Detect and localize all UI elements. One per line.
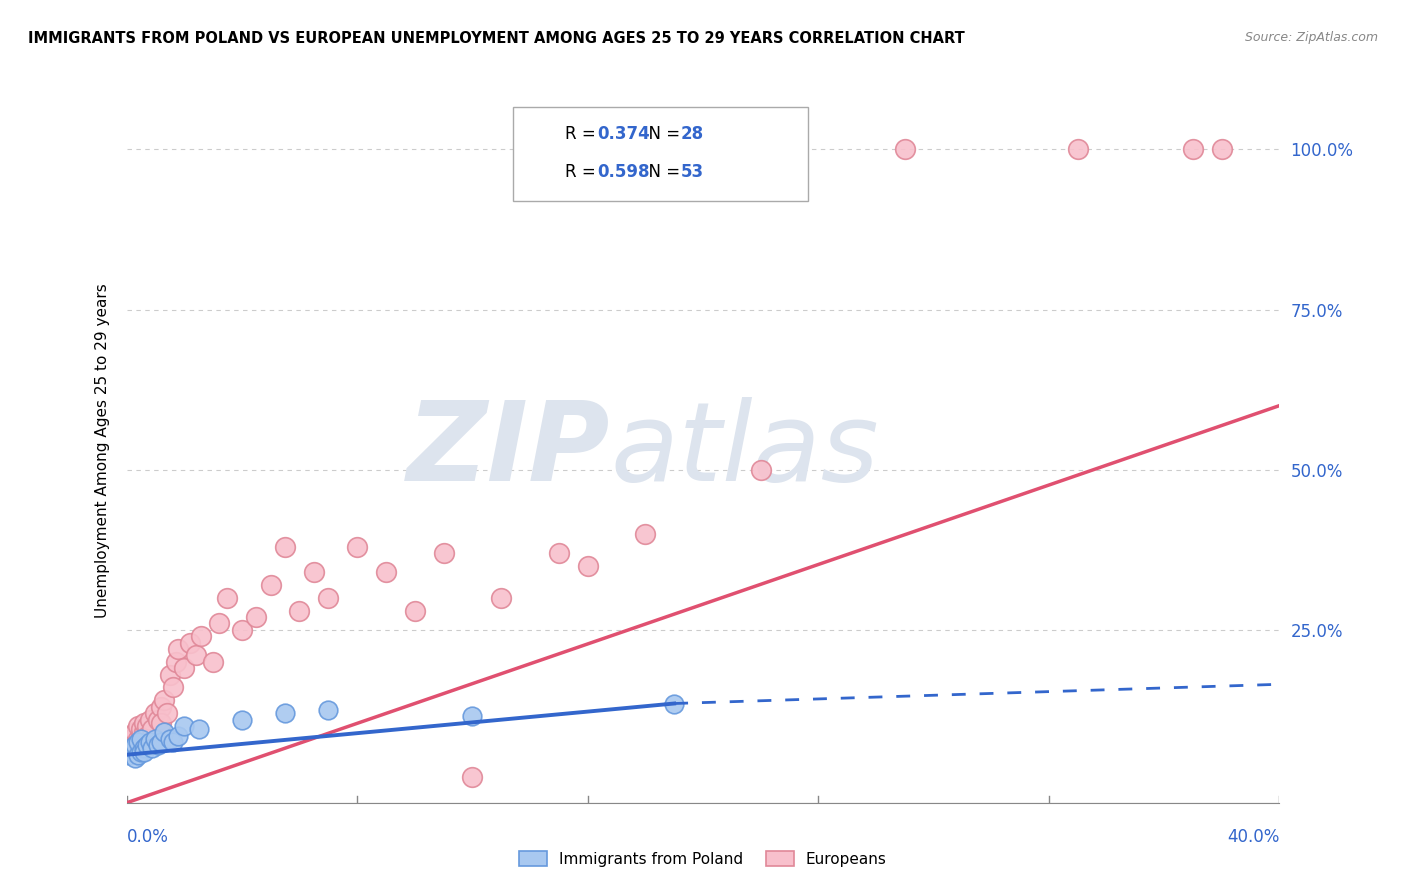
Point <box>245 610 267 624</box>
Point <box>156 706 179 720</box>
Point <box>162 735 184 749</box>
Text: N =: N = <box>638 125 686 143</box>
Text: 0.374: 0.374 <box>598 125 651 143</box>
Point <box>491 591 513 605</box>
Point <box>1181 142 1204 156</box>
Point <box>433 546 456 560</box>
Point <box>132 725 155 739</box>
Text: IMMIGRANTS FROM POLAND VS EUROPEAN UNEMPLOYMENT AMONG AGES 25 TO 29 YEARS CORREL: IMMIGRANTS FROM POLAND VS EUROPEAN UNEMP… <box>28 31 965 46</box>
Point <box>127 719 149 733</box>
Point <box>187 722 209 736</box>
Point <box>118 735 141 749</box>
Text: 0.0%: 0.0% <box>127 829 169 847</box>
Point <box>302 565 325 579</box>
Point <box>145 706 166 720</box>
Point <box>159 667 181 681</box>
Point <box>173 661 195 675</box>
Point <box>159 731 181 746</box>
Point <box>894 142 917 156</box>
Point <box>1067 142 1090 156</box>
Point <box>179 635 201 649</box>
Text: 0.598: 0.598 <box>598 163 650 181</box>
Point <box>121 741 143 756</box>
Point <box>184 648 207 663</box>
Point <box>148 738 170 752</box>
Point <box>150 699 173 714</box>
Point <box>121 745 143 759</box>
Point <box>129 722 152 736</box>
Text: R =: R = <box>565 163 602 181</box>
Point <box>141 741 163 756</box>
Text: R =: R = <box>565 125 602 143</box>
Point <box>634 526 657 541</box>
Point <box>664 697 686 711</box>
Text: Source: ZipAtlas.com: Source: ZipAtlas.com <box>1244 31 1378 45</box>
Text: 28: 28 <box>681 125 703 143</box>
Text: N =: N = <box>638 163 686 181</box>
Point <box>576 558 599 573</box>
Point <box>208 616 231 631</box>
Point <box>231 713 253 727</box>
Point <box>141 722 163 736</box>
Point <box>404 604 426 618</box>
Point <box>148 713 170 727</box>
Point <box>274 540 297 554</box>
Point <box>374 565 398 579</box>
Point <box>461 709 484 723</box>
Point <box>190 629 212 643</box>
Point <box>124 738 146 752</box>
Point <box>162 681 184 695</box>
Point <box>135 719 157 733</box>
Point <box>173 719 195 733</box>
Point <box>135 738 157 752</box>
Text: 53: 53 <box>681 163 703 181</box>
Point <box>150 715 173 730</box>
Point <box>318 703 340 717</box>
Point <box>167 729 190 743</box>
Point <box>129 731 152 746</box>
Point <box>548 546 571 560</box>
Point <box>346 540 368 554</box>
Point <box>135 729 157 743</box>
Legend: Immigrants from Poland, Europeans: Immigrants from Poland, Europeans <box>513 845 893 872</box>
Point <box>153 725 176 739</box>
Y-axis label: Unemployment Among Ages 25 to 29 years: Unemployment Among Ages 25 to 29 years <box>94 283 110 618</box>
Point <box>153 693 176 707</box>
Text: atlas: atlas <box>610 397 879 504</box>
Point <box>132 745 155 759</box>
Point <box>132 741 155 756</box>
Point <box>1211 142 1233 156</box>
Point <box>749 463 772 477</box>
Point <box>138 735 160 749</box>
Point <box>145 731 166 746</box>
Point <box>231 623 253 637</box>
Point <box>318 591 340 605</box>
Point <box>121 731 143 746</box>
Point <box>132 715 155 730</box>
Point <box>202 655 225 669</box>
Point <box>121 741 143 756</box>
Point <box>127 735 149 749</box>
Point <box>259 578 281 592</box>
Point <box>129 729 152 743</box>
Point <box>129 745 152 759</box>
Point <box>127 731 149 746</box>
Text: 40.0%: 40.0% <box>1227 829 1279 847</box>
Point <box>461 770 484 784</box>
Point <box>124 725 146 739</box>
Text: ZIP: ZIP <box>408 397 610 504</box>
Point <box>288 604 311 618</box>
Point <box>167 642 190 657</box>
Point <box>274 706 297 720</box>
Point <box>217 591 239 605</box>
Point <box>127 747 149 762</box>
Point <box>124 751 146 765</box>
Point <box>165 655 187 669</box>
Point <box>138 713 160 727</box>
Point <box>124 738 146 752</box>
Point <box>150 735 173 749</box>
Point <box>118 747 141 762</box>
